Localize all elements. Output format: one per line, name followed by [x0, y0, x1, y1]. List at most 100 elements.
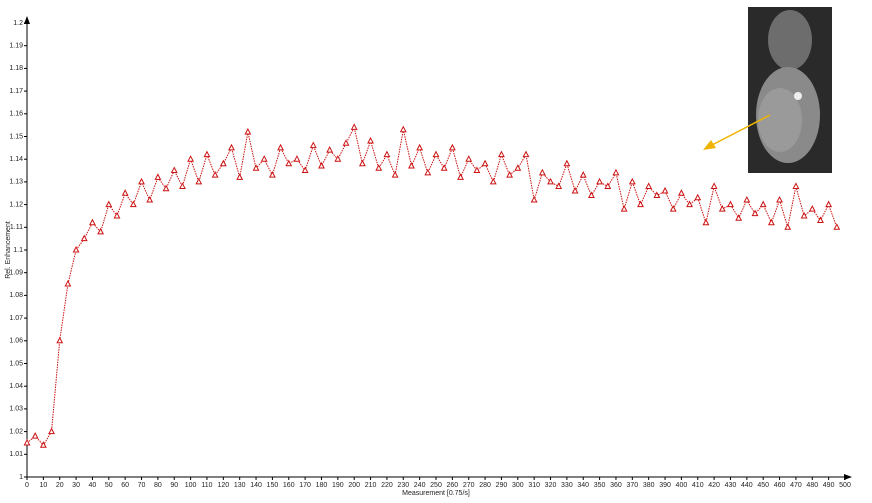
y-tick-label: 1.1: [13, 247, 23, 254]
data-marker: [759, 200, 767, 208]
x-tick-label: 0: [25, 482, 29, 489]
data-marker: [326, 146, 334, 153]
data-marker: [358, 159, 366, 167]
data-marker: [735, 214, 743, 221]
y-tick-label: 1: [19, 474, 23, 481]
x-tick-label: 90: [170, 482, 178, 489]
data-marker: [375, 164, 383, 171]
data-marker: [318, 161, 325, 169]
data-marker: [457, 173, 464, 180]
data-marker: [498, 150, 505, 158]
inset-shape: [794, 92, 802, 100]
x-tick-label: 40: [89, 482, 97, 489]
x-tick-label: 110: [201, 482, 212, 489]
data-marker: [817, 216, 824, 223]
data-marker: [416, 143, 424, 151]
data-marker: [579, 171, 587, 178]
x-tick-label: 350: [594, 482, 606, 489]
x-tick-label: 190: [332, 482, 344, 489]
data-marker: [751, 209, 759, 217]
x-tick-label: 390: [659, 482, 671, 489]
data-marker: [121, 189, 129, 196]
data-marker: [89, 218, 96, 226]
arrow: [711, 114, 771, 146]
data-marker: [538, 168, 546, 176]
mri-inset: [748, 7, 832, 173]
x-tick-label: 490: [823, 482, 835, 489]
x-tick-label: 150: [267, 482, 279, 489]
data-marker: [162, 184, 170, 192]
x-tick-label: 180: [316, 482, 328, 489]
x-tick-label: 370: [626, 482, 638, 489]
data-marker: [228, 143, 235, 151]
x-tick-label: 170: [299, 482, 311, 489]
x-tick-label: 460: [774, 482, 786, 489]
data-marker: [31, 432, 39, 439]
data-marker: [383, 150, 391, 158]
x-tick-label: 50: [105, 482, 113, 489]
x-tick-label: 500: [839, 482, 851, 489]
y-tick-label: 1.17: [9, 88, 23, 95]
data-marker: [350, 123, 358, 130]
data-marker: [252, 164, 260, 171]
data-marker: [677, 189, 685, 196]
data-marker: [571, 186, 579, 194]
inset-shape: [758, 88, 802, 152]
x-tick-label: 140: [250, 482, 262, 489]
data-marker: [293, 155, 301, 162]
data-marker: [367, 136, 374, 144]
x-tick-label: 290: [496, 482, 508, 489]
data-marker: [432, 150, 440, 158]
data-marker: [604, 182, 612, 189]
data-marker: [23, 438, 31, 446]
data-marker: [792, 182, 800, 189]
data-marker: [424, 168, 432, 176]
y-tick-label: 1.13: [9, 179, 23, 186]
data-marker: [702, 218, 710, 226]
data-line: [26, 125, 838, 447]
data-marker: [448, 143, 456, 151]
x-tick-label: 210: [365, 482, 377, 489]
x-axis-arrow: [844, 474, 852, 480]
data-marker: [825, 200, 833, 208]
data-marker: [146, 195, 154, 203]
data-marker: [39, 441, 47, 448]
x-tick-label: 380: [643, 482, 655, 489]
data-marker: [195, 177, 203, 185]
y-tick-label: 1.08: [9, 292, 23, 299]
data-marker: [587, 191, 595, 199]
data-marker: [170, 166, 178, 174]
data-marker: [64, 279, 72, 287]
data-marker: [391, 171, 399, 178]
data-marker: [612, 168, 620, 176]
data-marker: [563, 159, 571, 167]
data-marker: [277, 143, 285, 151]
data-marker: [776, 195, 783, 203]
data-marker: [506, 171, 514, 178]
x-tick-label: 400: [676, 482, 688, 489]
data-marker: [56, 336, 64, 344]
x-tick-label: 250: [430, 482, 442, 489]
data-marker: [342, 139, 350, 146]
data-marker: [113, 211, 121, 219]
data-marker: [80, 234, 88, 242]
data-marker: [669, 205, 677, 212]
data-marker: [465, 155, 473, 162]
x-tick-label: 340: [577, 482, 589, 489]
y-axis-arrow: [24, 16, 30, 24]
data-marker: [743, 195, 751, 203]
data-marker: [661, 186, 669, 194]
x-tick-label: 420: [708, 482, 720, 489]
x-tick-label: 240: [414, 482, 426, 489]
data-marker: [399, 125, 407, 133]
data-marker: [653, 191, 661, 199]
data-marker: [767, 218, 775, 226]
data-marker: [645, 182, 653, 189]
x-axis-label: Measurement [0.75/s]: [402, 490, 470, 497]
data-marker: [219, 159, 227, 167]
x-tick-label: 20: [56, 482, 64, 489]
data-marker: [833, 223, 841, 230]
data-marker: [481, 159, 489, 167]
y-tick-label: 1.04: [9, 383, 23, 390]
x-tick-label: 320: [545, 482, 557, 489]
